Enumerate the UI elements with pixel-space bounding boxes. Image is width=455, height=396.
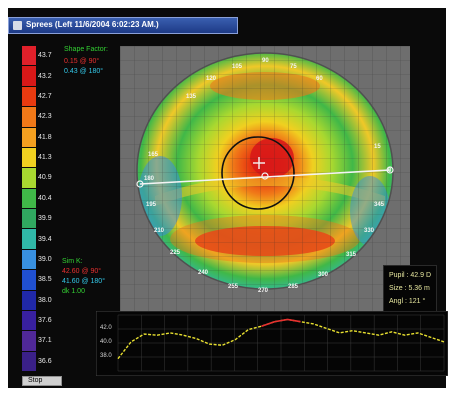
- scale-value: 37.6: [38, 317, 52, 325]
- label-165: 165: [148, 152, 159, 158]
- angle-readout: Angl : 121 °: [389, 298, 426, 305]
- profile-grid: [117, 314, 445, 372]
- pupil-center-cross: [253, 157, 265, 169]
- label-300: 300: [318, 272, 329, 278]
- window-title: Sprees (Left 11/6/2004 6:02:23 AM.): [26, 20, 159, 29]
- label-0: 0: [388, 168, 392, 174]
- label-135: 135: [186, 94, 197, 100]
- scale-value: 43.7: [38, 52, 52, 60]
- label-15: 15: [374, 144, 381, 150]
- sim-k-label: Sim K:: [62, 258, 83, 265]
- label-195: 195: [146, 202, 157, 208]
- color-scale: 43.7 43.2 42.7 42.3 41.8 41.3 40.9 40.4 39.9 39.4…: [22, 46, 60, 372]
- profile-chart-frame: [96, 311, 448, 376]
- scale-swatch: [22, 229, 36, 249]
- label-330: 330: [364, 228, 375, 234]
- label-240: 240: [198, 270, 209, 276]
- label-60: 60: [316, 76, 323, 82]
- label-255: 255: [228, 284, 239, 290]
- scale-swatch: [22, 249, 36, 270]
- scale-value: 40.9: [38, 174, 52, 182]
- label-180: 180: [144, 176, 155, 182]
- scale-swatch: [22, 331, 36, 351]
- scale-swatch: [22, 127, 36, 147]
- scale-value: 39.9: [38, 215, 52, 223]
- pupil-circle: [221, 136, 295, 210]
- scale-swatch: [22, 86, 36, 107]
- map-inner-grid: [137, 53, 393, 289]
- scale-value: 38.5: [38, 276, 52, 284]
- scale-value: 37.1: [38, 337, 52, 345]
- scale-swatch: [22, 209, 36, 229]
- label-225: 225: [170, 250, 181, 256]
- measurement-readout: Pupil : 42.9 D Size : 5.36 m Angl : 121 …: [383, 265, 437, 313]
- scale-value: 42.7: [38, 92, 52, 100]
- label-285: 285: [288, 284, 299, 290]
- scale-swatch: [22, 290, 36, 310]
- label-120: 120: [206, 76, 217, 82]
- scale-swatch: [22, 46, 36, 66]
- window-menu-icon[interactable]: [13, 21, 22, 30]
- topography-map[interactable]: 105 90 75 120 60 135 165 180 195 210 225…: [120, 46, 410, 311]
- scale-value: 39.4: [38, 235, 52, 243]
- label-90: 90: [262, 58, 269, 64]
- scale-value: 43.2: [38, 72, 52, 80]
- label-270: 270: [258, 288, 269, 294]
- window-titlebar[interactable]: Sprees (Left 11/6/2004 6:02:23 AM.): [8, 17, 238, 34]
- label-75: 75: [290, 64, 297, 70]
- profile-y-label-low: 38.0: [100, 353, 112, 359]
- sim-k-value-3: dk 1.00: [62, 288, 85, 295]
- profile-peak-segment: [261, 318, 301, 327]
- scale-swatch: [22, 168, 36, 188]
- scale-swatch: [22, 188, 36, 208]
- pupil-readout: Pupil : 42.9 D: [389, 272, 432, 279]
- shape-factor-value-1: 0.15 @ 90°: [64, 58, 100, 65]
- scale-value: 38.0: [38, 296, 52, 304]
- scale-swatch: [22, 270, 36, 290]
- label-345: 345: [374, 202, 385, 208]
- scale-value: 41.3: [38, 154, 52, 162]
- meridian-line: [139, 169, 391, 185]
- scale-swatch: [22, 351, 36, 371]
- sim-k-value-2: 41.60 @ 180°: [62, 278, 105, 285]
- shape-factor-value-2: 0.43 @ 180°: [64, 68, 104, 75]
- profile-chart[interactable]: 42.0 40.0 38.0: [96, 311, 448, 376]
- scale-value: 36.6: [38, 357, 52, 365]
- scale-value: 42.3: [38, 113, 52, 121]
- center-marker[interactable]: [261, 172, 269, 180]
- meridian-right-marker[interactable]: [386, 166, 394, 174]
- stop-button-label: Stop: [28, 377, 43, 384]
- stop-button[interactable]: Stop: [22, 376, 62, 386]
- scale-swatch: [22, 310, 36, 331]
- profile-y-label-high: 42.0: [100, 325, 112, 331]
- scale-swatch: [22, 147, 36, 168]
- sim-k-value-1: 42.60 @ 90°: [62, 268, 102, 275]
- size-readout: Size : 5.36 m: [389, 285, 430, 292]
- scale-value: 39.0: [38, 255, 52, 263]
- shape-factor-label: Shape Factor:: [64, 46, 108, 53]
- label-315: 315: [346, 252, 357, 258]
- scale-swatch: [22, 66, 36, 86]
- profile-y-label-mid: 40.0: [100, 339, 112, 345]
- label-210: 210: [154, 228, 165, 234]
- scale-swatch: [22, 107, 36, 127]
- meridian-left-marker[interactable]: [136, 180, 144, 188]
- scale-value: 40.4: [38, 194, 52, 202]
- scale-value: 41.8: [38, 133, 52, 141]
- label-105: 105: [232, 64, 243, 70]
